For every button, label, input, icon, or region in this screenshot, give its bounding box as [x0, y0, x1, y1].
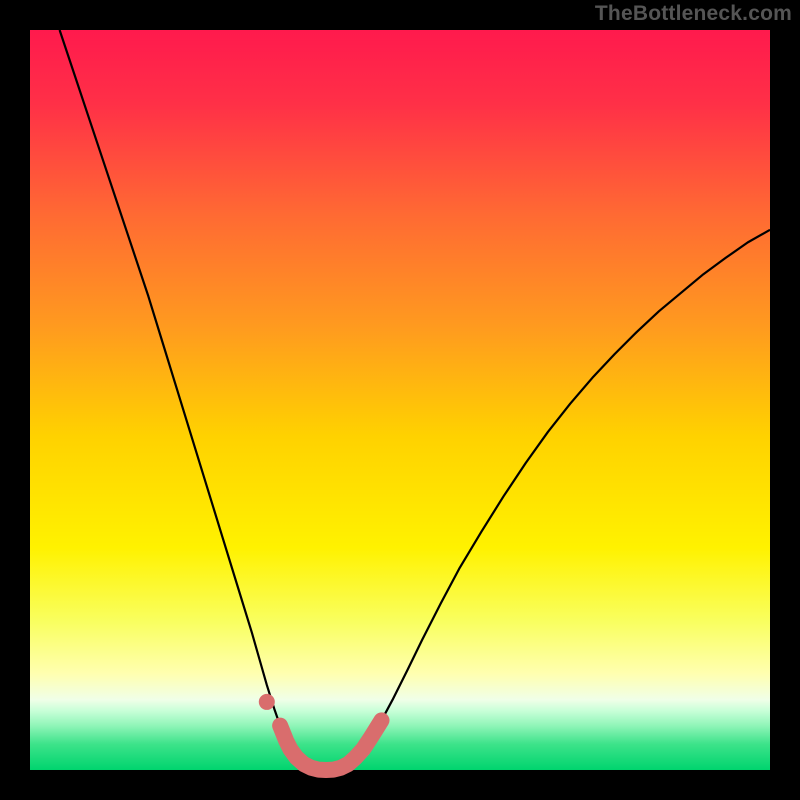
bottleneck-curve	[60, 30, 770, 770]
chart-stage: TheBottleneck.com	[0, 0, 800, 800]
watermark-text: TheBottleneck.com	[595, 2, 792, 26]
highlight-trough	[280, 720, 381, 770]
highlight-dot	[259, 694, 275, 710]
chart-svg	[0, 0, 800, 800]
